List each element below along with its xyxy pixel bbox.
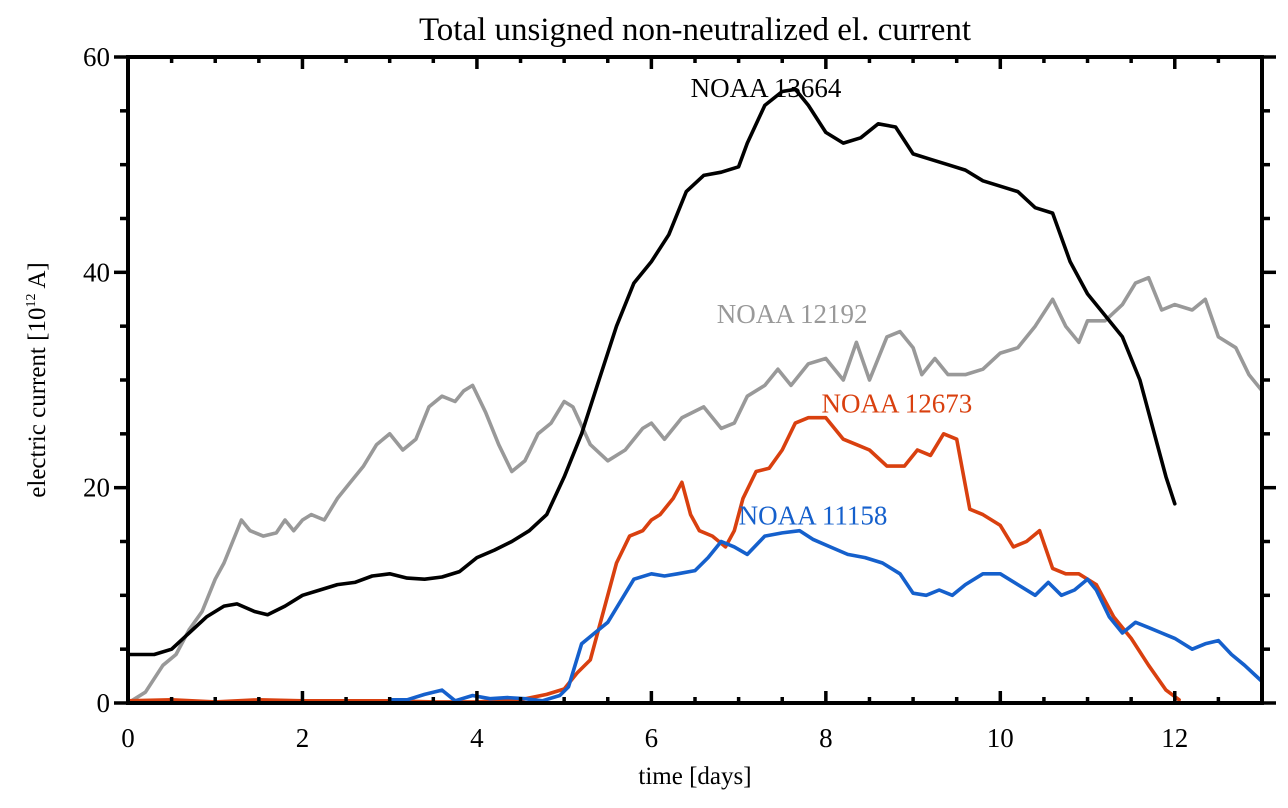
x-axis-tick-labels: 0 2 4 6 8 10 12 (121, 723, 1188, 753)
y-tick-label: 60 (83, 42, 110, 72)
y-tick-label: 40 (83, 257, 110, 287)
series-label-noaa-13664: NOAA 13664 (691, 73, 842, 103)
series-line-noaa-11158 (387, 528, 1264, 703)
series-line-noaa-13664 (126, 87, 1177, 657)
series-line-noaa-12673 (126, 415, 1181, 704)
plot-frame (126, 55, 1264, 705)
x-axis-label: time [days] (638, 763, 751, 790)
x-tick-label: 4 (470, 723, 484, 753)
y-axis-label-unit: A] (24, 262, 51, 293)
series-line-noaa-12192 (126, 275, 1264, 705)
y-tick-label: 0 (97, 688, 111, 718)
series-labels: NOAA 12192 NOAA 13664 NOAA 12673 NOAA 11158 (691, 73, 973, 530)
series-label-noaa-12192: NOAA 12192 (717, 299, 868, 329)
y-tick-label: 20 (83, 473, 110, 503)
x-tick-label: 2 (296, 723, 310, 753)
x-tick-label: 12 (1161, 723, 1188, 753)
y-axis-label: electric current [1012 A] (24, 262, 51, 497)
axes: 0 2 4 6 8 10 12 0 20 40 60 (83, 42, 1276, 753)
y-axis-ticks (114, 55, 1276, 705)
series-layer (126, 87, 1264, 705)
x-tick-label: 0 (121, 723, 135, 753)
x-axis-ticks (126, 57, 1264, 703)
x-tick-label: 6 (645, 723, 659, 753)
y-axis-label-main: electric current [10 (24, 308, 51, 498)
y-axis-tick-labels: 0 20 40 60 (83, 42, 110, 718)
x-tick-label: 10 (987, 723, 1014, 753)
y-axis-label-exponent: 12 (24, 294, 39, 308)
chart-title: Total unsigned non-neutralized el. curre… (419, 12, 971, 48)
series-label-noaa-11158: NOAA 11158 (739, 500, 888, 530)
series-label-noaa-12673: NOAA 12673 (821, 388, 972, 418)
x-tick-label: 8 (819, 723, 833, 753)
